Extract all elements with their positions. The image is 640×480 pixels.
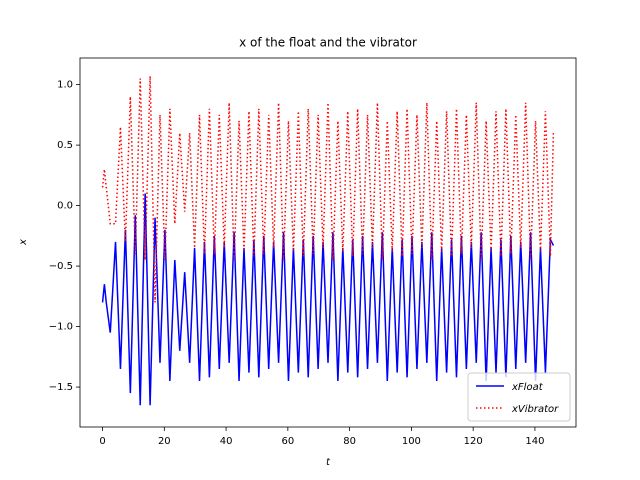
legend-label: xVibrator (511, 404, 559, 415)
y-tick-label: −0.5 (49, 261, 73, 272)
chart-title: x of the float and the vibrator (239, 36, 417, 50)
x-tick-label: 0 (99, 436, 105, 447)
x-tick-label: 80 (343, 436, 356, 447)
y-axis-label: x (18, 239, 29, 246)
y-tick-label: −1.5 (49, 382, 73, 393)
y-tick-label: 0.0 (57, 201, 73, 212)
series-line (101, 76, 555, 303)
x-tick-label: 120 (464, 436, 483, 447)
series-line (101, 193, 555, 406)
legend-box (467, 372, 571, 422)
y-tick-label: −1.0 (49, 322, 73, 333)
x-axis-label: t (326, 457, 331, 468)
y-tick-label: 0.5 (57, 140, 73, 151)
x-tick-label: 40 (220, 436, 233, 447)
legend-label: xFloat (511, 382, 544, 393)
x-tick-label: 140 (525, 436, 544, 447)
x-tick-label: 100 (402, 436, 421, 447)
legend: xFloat xVibrator (467, 372, 571, 422)
y-tick-label: 1.0 (57, 80, 73, 91)
plot-frame (79, 57, 577, 428)
x-tick-label: 20 (158, 436, 171, 447)
x-tick-label: 60 (281, 436, 294, 447)
